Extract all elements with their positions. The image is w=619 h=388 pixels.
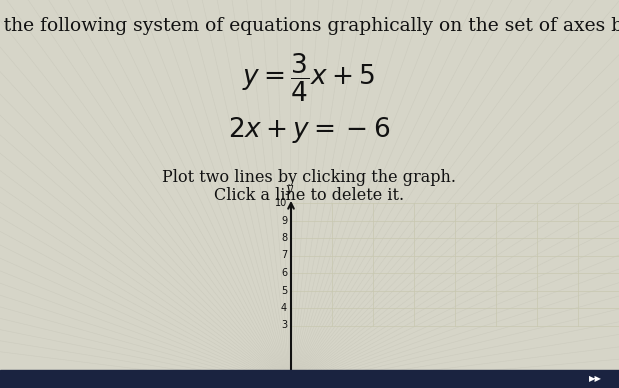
Text: Plot two lines by clicking the graph.: Plot two lines by clicking the graph. xyxy=(162,170,456,187)
Text: 5: 5 xyxy=(281,286,287,296)
Text: $y = \dfrac{3}{4}x + 5$: $y = \dfrac{3}{4}x + 5$ xyxy=(243,52,376,104)
Text: 8: 8 xyxy=(281,233,287,243)
Text: 7: 7 xyxy=(281,251,287,260)
Text: ▶▶: ▶▶ xyxy=(589,374,602,383)
Text: 3: 3 xyxy=(281,320,287,331)
Text: 9: 9 xyxy=(281,215,287,225)
Text: $2x + y = -6$: $2x + y = -6$ xyxy=(228,115,390,145)
Text: 6: 6 xyxy=(281,268,287,278)
Text: Click a line to delete it.: Click a line to delete it. xyxy=(214,187,404,203)
Text: 10: 10 xyxy=(275,198,287,208)
Bar xyxy=(0,370,619,388)
Text: 4: 4 xyxy=(281,303,287,313)
Text: y: y xyxy=(285,182,293,195)
Text: Solve the following system of equations graphically on the set of axes below.: Solve the following system of equations … xyxy=(0,17,619,35)
